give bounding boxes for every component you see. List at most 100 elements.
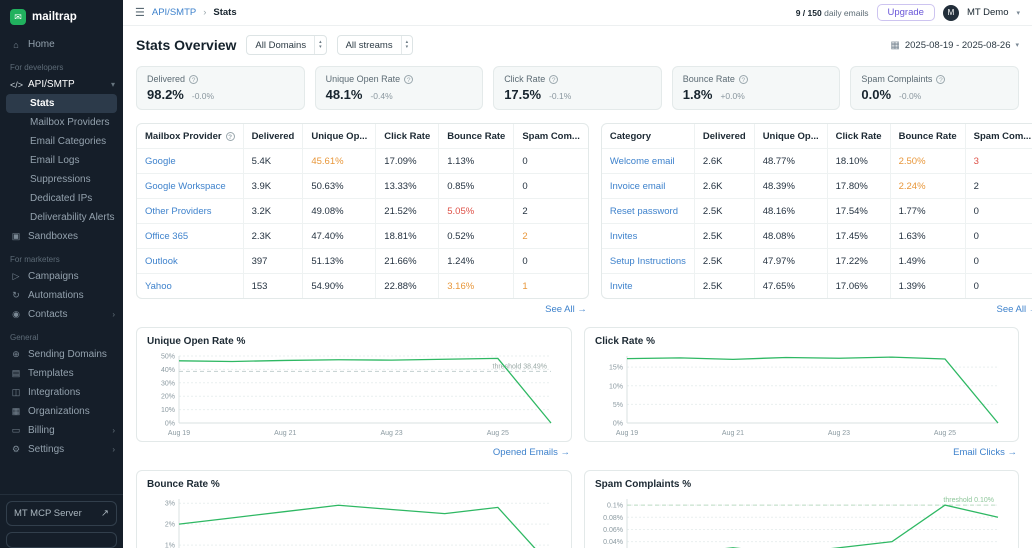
table-cell: 2.24% <box>889 173 966 199</box>
avatar[interactable]: M <box>942 4 959 21</box>
info-icon[interactable]: ? <box>549 74 559 84</box>
api-smtp-icon: </> <box>10 79 24 90</box>
metric-label: Click Rate <box>504 74 546 84</box>
see-all-link[interactable]: See All → <box>996 304 1032 315</box>
integrations-icon: ◫ <box>11 387 21 397</box>
sidebar-item-stats[interactable]: Stats <box>6 94 117 113</box>
chevron-icon: › <box>112 310 115 319</box>
usage-label: daily emails <box>824 7 869 18</box>
table-cell: 0.52% <box>438 223 514 249</box>
table-cell: 21.52% <box>375 198 439 224</box>
topbar: ☰ API/SMTP › Stats 9 / 150 daily emails … <box>123 0 1032 26</box>
opened-emails-link[interactable]: Opened Emails → <box>492 447 570 458</box>
svg-text:0%: 0% <box>613 421 623 428</box>
svg-text:10%: 10% <box>609 383 623 390</box>
sidebar-item-integrations[interactable]: ◫ Integrations <box>0 383 123 402</box>
sidebar-item-organizations[interactable]: ▦ Organizations <box>0 402 123 421</box>
metric-delta: -0.0% <box>191 91 215 101</box>
table-cell: 49.08% <box>302 198 376 224</box>
row-link[interactable]: Google <box>137 148 244 174</box>
row-link[interactable]: Other Providers <box>137 198 244 224</box>
sidebar-item-email-logs[interactable]: Email Logs <box>0 151 123 170</box>
stream-filter-select[interactable]: All streams ▴ ▾ <box>336 35 414 55</box>
table-cell: 48.16% <box>753 198 828 224</box>
sidebar-item-home[interactable]: ⌂ Home <box>0 35 123 54</box>
sidebar-item-mailbox-providers[interactable]: Mailbox Providers <box>0 113 123 132</box>
svg-text:20%: 20% <box>161 394 175 401</box>
sidebar-item-label: Billing <box>28 425 55 436</box>
sidebar-item-email-categories[interactable]: Email Categories <box>0 132 123 151</box>
sidebar-item-billing[interactable]: ▭ Billing › <box>0 421 123 440</box>
see-all-link[interactable]: See All → <box>545 304 587 315</box>
table-row: Other Providers 3.2K 49.08% 21.52% 5.05% 2 <box>137 198 588 224</box>
sidebar-item-sandboxes[interactable]: ▣ Sandboxes <box>0 227 123 246</box>
row-link[interactable]: Setup Instructions <box>601 248 695 274</box>
menu-icon[interactable]: ☰ <box>135 7 145 19</box>
svg-text:0.06%: 0.06% <box>603 527 623 534</box>
column-header: Category <box>609 130 652 142</box>
table-cell: 2.50% <box>889 148 966 174</box>
sidebar-item-mt-mcp-server[interactable]: MT MCP Server ↗ <box>6 501 117 526</box>
sidebar-item-templates[interactable]: ▤ Templates <box>0 364 123 383</box>
table-cell: 48.08% <box>753 223 828 249</box>
organizations-icon: ▦ <box>11 406 21 416</box>
row-link[interactable]: Outlook <box>137 248 244 274</box>
info-icon[interactable]: ? <box>404 74 414 84</box>
svg-text:1%: 1% <box>165 543 175 548</box>
sidebar-item-label: Email Logs <box>30 155 80 166</box>
sidebar-item-deliverability-alerts[interactable]: Deliverability Alerts <box>0 208 123 227</box>
sidebar-bottom-card[interactable] <box>6 532 117 548</box>
breadcrumb-parent[interactable]: API/SMTP <box>151 7 197 18</box>
home-icon: ⌂ <box>13 39 19 50</box>
table-cell: 0.85% <box>438 173 514 199</box>
sidebar-item-suppressions[interactable]: Suppressions <box>0 170 123 189</box>
mailtrap-logo[interactable]: ✉ mailtrap <box>0 0 123 35</box>
row-link[interactable]: Yahoo <box>137 273 244 298</box>
metric-value: 48.1% <box>325 87 363 102</box>
table-cell: 2 <box>964 173 1032 199</box>
column-header: Unique Op... <box>753 124 828 149</box>
column-header: Spam Com... <box>513 124 588 149</box>
table-row: Google 5.4K 45.61% 17.09% 1.13% 0 <box>137 148 588 174</box>
sidebar-section-for-marketers: For marketers <box>10 255 60 264</box>
sidebar-item-label: Settings <box>28 444 65 455</box>
email-clicks-link[interactable]: Email Clicks → <box>953 447 1017 458</box>
row-link[interactable]: Reset password <box>601 198 695 224</box>
row-link[interactable]: Invoice email <box>601 173 695 199</box>
sidebar-item-label: Dedicated IPs <box>30 193 93 204</box>
table-cell: 5.4K <box>242 148 303 174</box>
upgrade-button[interactable]: Upgrade <box>876 4 935 21</box>
info-icon[interactable]: ? <box>738 74 748 84</box>
table-cell: 18.81% <box>375 223 439 249</box>
row-link[interactable]: Welcome email <box>601 148 695 174</box>
info-icon[interactable]: ? <box>189 74 199 84</box>
sidebar-item-settings[interactable]: ⚙ Settings › <box>0 440 123 459</box>
row-link[interactable]: Invite <box>601 273 695 298</box>
sidebar-item-sending-domains[interactable]: ⊕ Sending Domains <box>0 345 123 364</box>
sidebar-footer: MT MCP Server ↗ <box>0 494 123 548</box>
mailtrap-logo-icon: ✉ <box>10 9 26 25</box>
metric-value: 98.2% <box>147 87 184 102</box>
table-cell: 17.09% <box>375 148 439 174</box>
date-range-picker[interactable]: ▦ 2025-08-19 - 2025-08-26 ▾ <box>890 40 1019 51</box>
table-cell: 47.65% <box>753 273 828 298</box>
row-link[interactable]: Invites <box>601 223 695 249</box>
account-name[interactable]: MT Demo <box>966 7 1009 18</box>
row-link[interactable]: Office 365 <box>137 223 244 249</box>
content: Stats Overview All Domains ▴ ▾ All stream… <box>123 26 1032 548</box>
chevron-down-icon[interactable]: ▾ <box>1016 9 1020 17</box>
metric-label: Spam Complaints <box>861 74 933 84</box>
sidebar-item-campaigns[interactable]: ▷ Campaigns <box>0 267 123 286</box>
domain-filter-select[interactable]: All Domains ▴ ▾ <box>246 35 327 55</box>
row-link[interactable]: Google Workspace <box>137 173 244 199</box>
svg-text:Aug 25: Aug 25 <box>934 430 956 437</box>
unique-open-rate-chart: Unique Open Rate % 50% 40% 30% 20% 10% 0% Aug … <box>136 327 572 442</box>
info-icon[interactable]: ? <box>225 131 235 141</box>
sidebar-item-api-smtp[interactable]: </> API/SMTP ▾ <box>0 75 123 94</box>
svg-text:30%: 30% <box>161 380 175 387</box>
sidebar-item-dedicated-ips[interactable]: Dedicated IPs <box>0 189 123 208</box>
info-icon[interactable]: ? <box>936 74 946 84</box>
table-cell: 3 <box>964 148 1032 174</box>
sidebar-item-automations[interactable]: ↻ Automations <box>0 286 123 305</box>
sidebar-item-contacts[interactable]: ◉ Contacts › <box>0 305 123 324</box>
